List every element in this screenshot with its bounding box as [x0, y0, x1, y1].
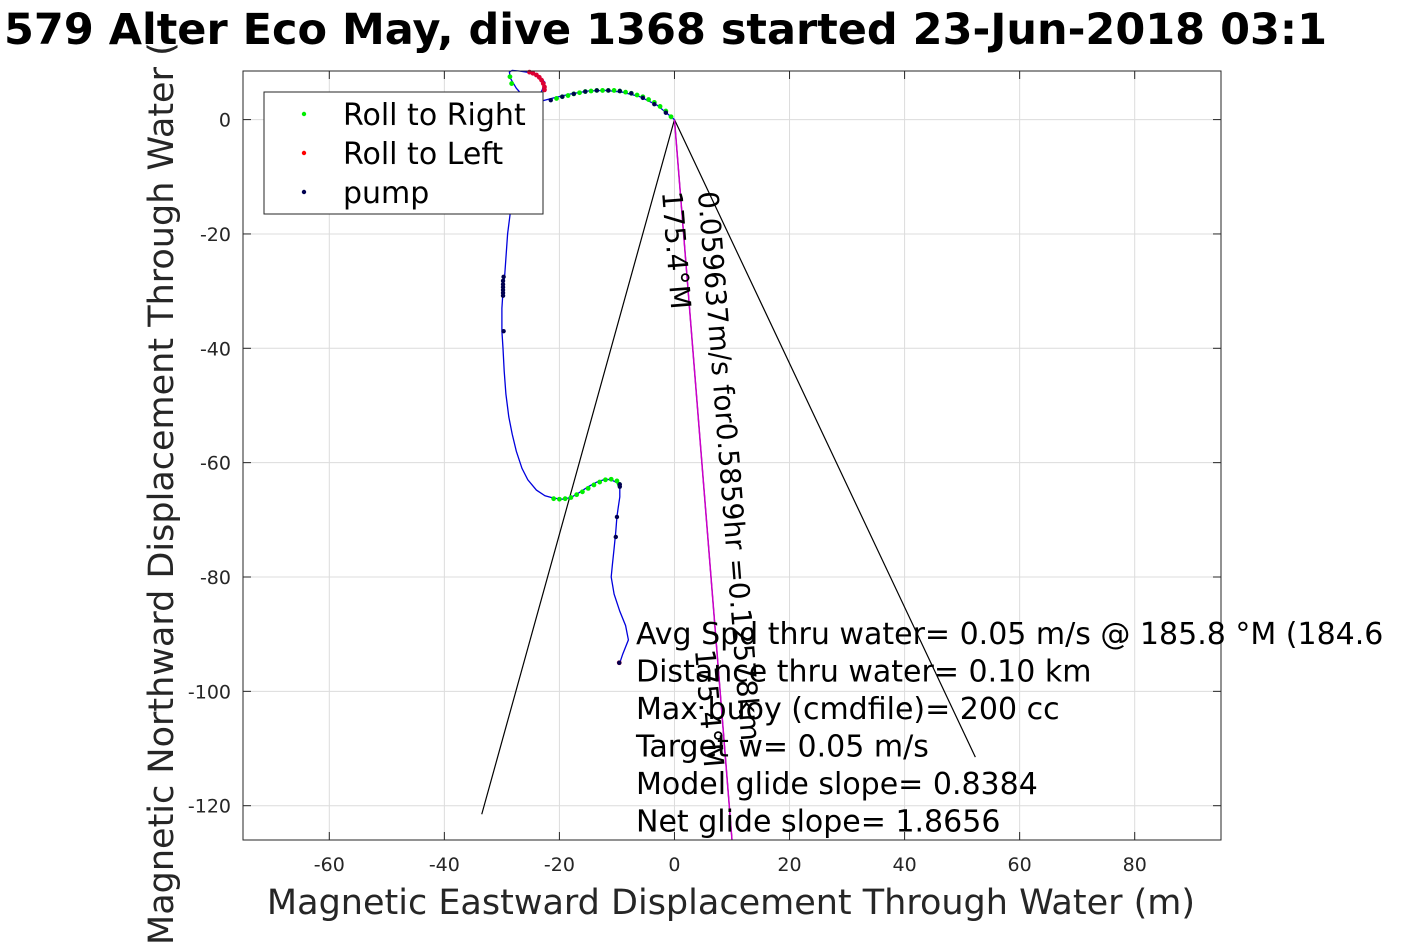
- point-pump: [500, 293, 506, 298]
- grid-lines: [243, 71, 1221, 840]
- x-axis-label: Magnetic Eastward Displacement Through W…: [267, 883, 1195, 923]
- tick-labels: -60 -40 -20 0 20 40 60 80 0 -20 -40 -60 -80 -100 -120: [188, 110, 1147, 876]
- point-pump: [629, 91, 634, 96]
- legend-marker: [301, 189, 307, 195]
- stats-line: Avg Spd thru water= 0.05 m/s @ 185.8 °M …: [636, 617, 1383, 652]
- point-roll-to-right: [551, 496, 557, 502]
- point-roll-to-right: [591, 482, 597, 488]
- point-roll-to-right: [574, 492, 580, 498]
- x-tick-label: 20: [777, 854, 801, 876]
- y-tick-label: -20: [200, 224, 231, 246]
- x-tick-label: -60: [314, 854, 345, 876]
- point-roll-to-right: [597, 479, 603, 485]
- point-pump: [501, 274, 506, 280]
- point-roll-to-right: [608, 476, 614, 482]
- stats-line: Model glide slope= 0.8384: [636, 767, 1038, 802]
- point-pump: [617, 484, 623, 489]
- cone-line: [673, 119, 976, 758]
- point-roll-to-right: [588, 88, 594, 94]
- y-tick-label: -120: [188, 796, 231, 818]
- y-axis-label: Magnetic Northward Displacement Through …: [142, 42, 182, 945]
- point-roll-to-right: [614, 478, 620, 484]
- x-tick-label: 80: [1123, 854, 1147, 876]
- chart-title: 579 Alter Eco May, dive 1368 started 23-…: [4, 5, 1328, 55]
- point-roll-to-right: [646, 97, 651, 102]
- point-pump: [614, 514, 620, 520]
- legend-label: Roll to Left: [343, 137, 503, 172]
- cone-line: [673, 119, 733, 841]
- x-tick-label: 0: [668, 854, 680, 876]
- point-roll-to-right: [507, 74, 513, 80]
- point-roll-to-right: [611, 88, 617, 93]
- legend: Roll to Right Roll to Left pump: [263, 91, 544, 215]
- y-tick-label: -80: [200, 567, 231, 589]
- legend-box: [263, 91, 544, 215]
- cone-lines: [481, 119, 976, 841]
- point-roll-to-right: [568, 495, 574, 500]
- point-roll-to-right: [585, 485, 591, 491]
- stats-line: Net glide slope= 1.8656: [636, 805, 1000, 840]
- legend-label: pump: [343, 176, 429, 211]
- point-roll-to-right: [565, 93, 571, 98]
- y-tick-label: -60: [200, 453, 231, 475]
- y-tick-label: -100: [188, 681, 231, 703]
- point-pump: [663, 110, 669, 115]
- stats-line: Target w= 0.05 m/s: [635, 730, 929, 765]
- point-roll-to-right: [603, 477, 608, 483]
- point-roll-to-right: [577, 90, 582, 96]
- cone-line: [481, 119, 676, 815]
- point-pump: [640, 95, 646, 101]
- point-pump: [606, 88, 611, 93]
- point-roll-to-right: [557, 496, 562, 502]
- point-pump: [583, 89, 588, 94]
- x-tick-label: 40: [892, 854, 916, 876]
- point-pump: [594, 88, 600, 93]
- y-tick-label: -40: [200, 338, 231, 360]
- point-pump: [617, 88, 623, 94]
- point-roll-to-right: [634, 92, 640, 98]
- point-pump: [548, 97, 553, 103]
- point-pump: [501, 328, 506, 334]
- point-roll-to-right: [580, 489, 585, 495]
- annotations: 175.4°M0.059637m/s for0.5859hr =0.12578k…: [635, 190, 1383, 840]
- x-tick-label: 60: [1008, 854, 1032, 876]
- point-pump: [500, 278, 506, 284]
- point-pump: [617, 660, 622, 665]
- point-pump: [560, 94, 565, 99]
- legend-marker: [301, 150, 307, 156]
- plot-frame: [242, 70, 1222, 841]
- x-tick-label: -40: [429, 854, 460, 876]
- point-roll-to-right: [623, 89, 628, 95]
- x-tick-label: -20: [544, 854, 575, 876]
- point-roll-to-right: [668, 114, 674, 120]
- point-roll-to-right: [562, 496, 568, 502]
- stats-line: Distance thru water= 0.10 km: [636, 655, 1091, 690]
- point-roll-to-right: [657, 104, 663, 109]
- legend-label: Roll to Right: [343, 98, 526, 133]
- y-tick-label: 0: [219, 110, 231, 132]
- point-roll-to-right: [600, 88, 605, 93]
- heading-label: 175.4°M: [655, 190, 697, 311]
- point-pump: [613, 534, 618, 540]
- point-pump: [571, 91, 576, 97]
- point-roll-to-right: [554, 96, 559, 101]
- series-group: [500, 69, 675, 666]
- point-pump: [652, 101, 657, 107]
- point-roll-to-right: [509, 81, 515, 86]
- point-roll-to-left: [542, 87, 547, 93]
- stats-line: Max buoy (cmdfile)= 200 cc: [636, 692, 1060, 727]
- legend-marker: [301, 111, 307, 117]
